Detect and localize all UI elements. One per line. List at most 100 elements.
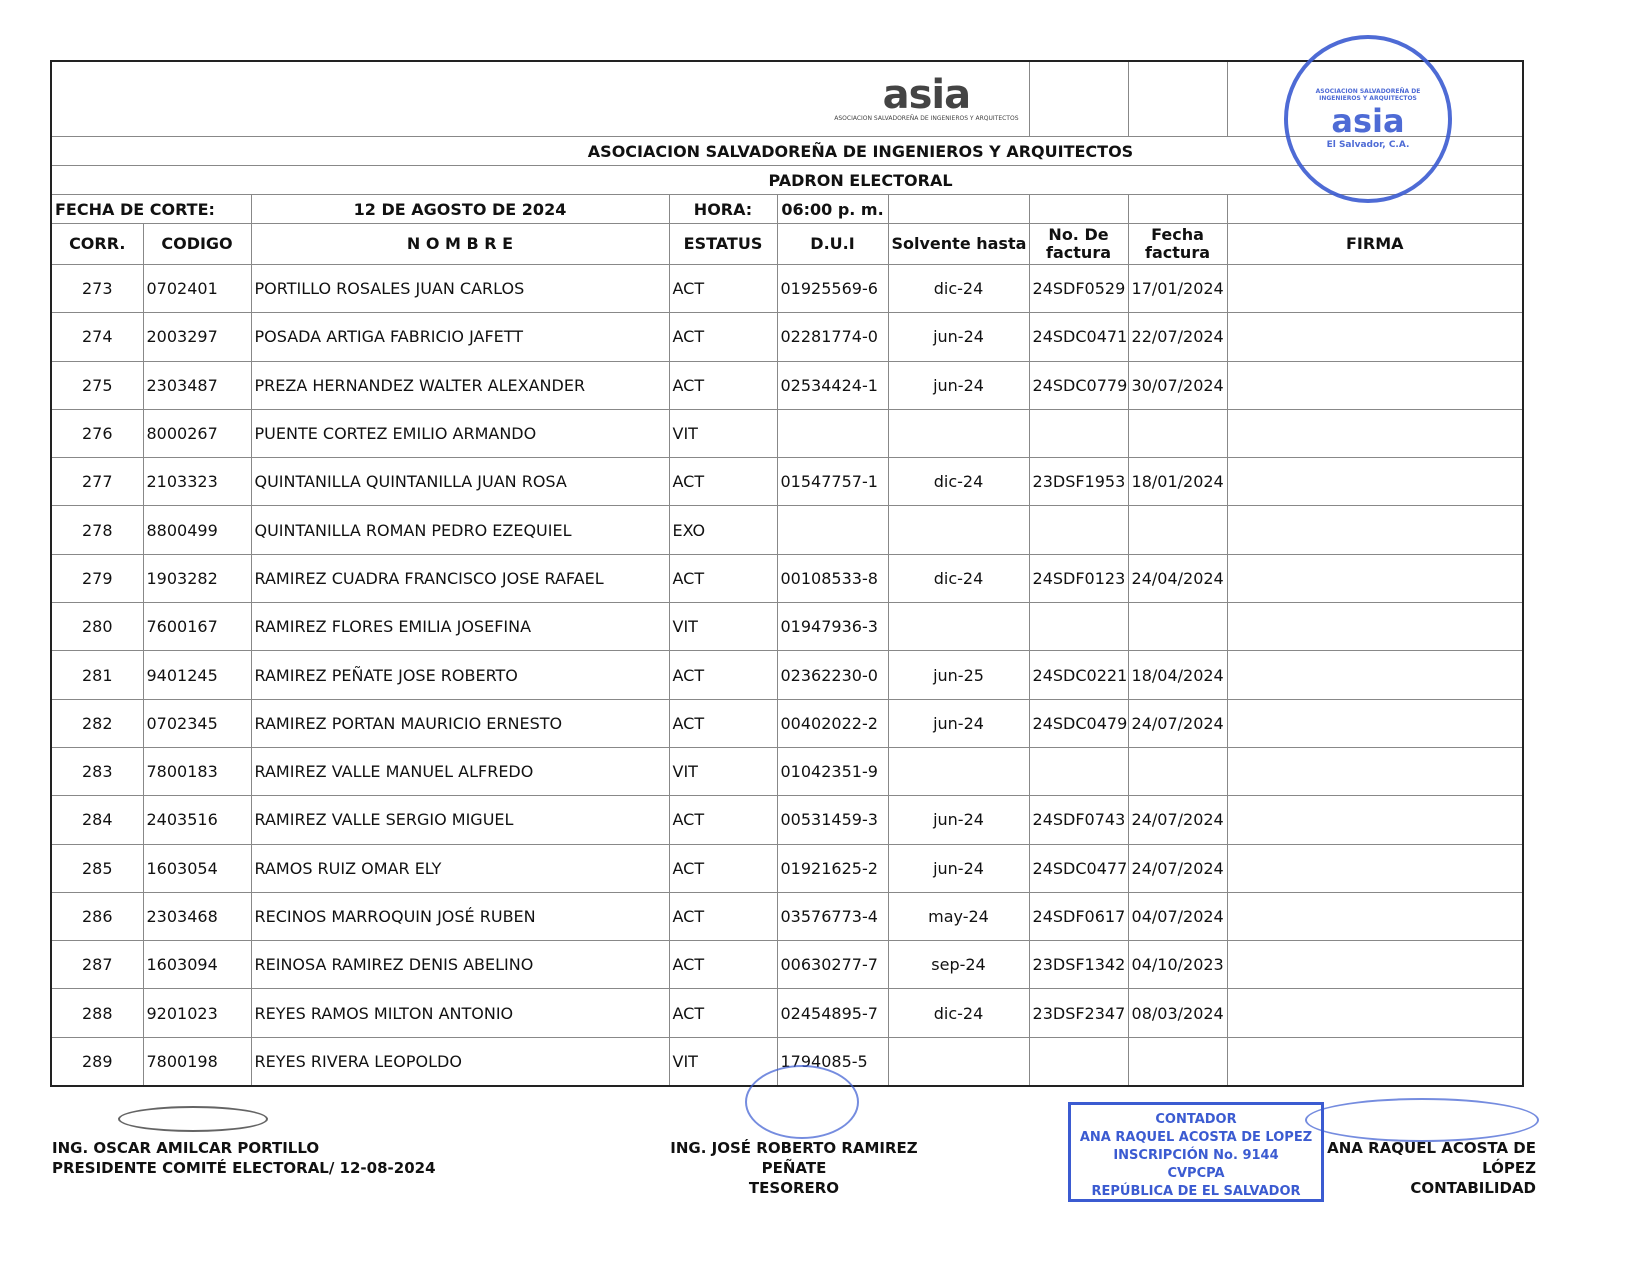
- cell-nombre: RAMIREZ VALLE SERGIO MIGUEL: [250, 795, 670, 845]
- column-header: N O M B R E: [250, 223, 670, 265]
- cell-factura: 24SDF0123: [1028, 553, 1129, 604]
- cell-dui: [776, 408, 889, 459]
- cell-factura: 23DSF1953: [1028, 457, 1129, 507]
- cell-fecha-factura: [1127, 1036, 1228, 1087]
- table-row: 274 2003297 POSADA ARTIGA FABRICIO JAFETT A…: [50, 312, 1524, 362]
- cell-nombre: PREZA HERNANDEZ WALTER ALEXANDER: [250, 360, 670, 410]
- cell-nombre: RAMIREZ PORTAN MAURICIO ERNESTO: [250, 698, 670, 748]
- cell-codigo: 8800499: [142, 505, 252, 555]
- signature-block-treasurer: ING. JOSÉ ROBERTO RAMIREZ PEÑATE TESORERO: [670, 1139, 918, 1197]
- cell-factura: 24SDC0221: [1028, 650, 1129, 700]
- cell-estatus: VIT: [668, 746, 778, 797]
- table-row: 273 0702401 PORTILLO ROSALES JUAN CARLOS AC…: [50, 263, 1524, 314]
- cell-factura: [1028, 1036, 1129, 1087]
- cell-nombre: REINOSA RAMIREZ DENIS ABELINO: [250, 940, 670, 990]
- column-header: FIRMA: [1226, 223, 1524, 265]
- cell-fecha-factura: 08/03/2024: [1127, 988, 1228, 1038]
- table-row: 275 2303487 PREZA HERNANDEZ WALTER ALEXAND…: [50, 360, 1524, 410]
- cell-estatus: VIT: [668, 408, 778, 459]
- cell-solvente: may-24: [887, 891, 1030, 942]
- table-row: 279 1903282 RAMIREZ CUADRA FRANCISCO JOSE …: [50, 553, 1524, 604]
- fecha-corte-label: FECHA DE CORTE:: [50, 194, 252, 224]
- cell-nombre: RAMIREZ VALLE MANUEL ALFREDO: [250, 746, 670, 797]
- cell-solvente: dic-24: [887, 457, 1030, 507]
- cell-fecha-factura: 30/07/2024: [1127, 360, 1228, 410]
- cell-solvente: [887, 1036, 1030, 1087]
- cell-fecha-factura: 22/07/2024: [1127, 312, 1228, 362]
- cell-codigo: 1603054: [142, 843, 252, 893]
- cell-fecha-factura: 24/07/2024: [1127, 843, 1228, 893]
- cell-codigo: 2303487: [142, 360, 252, 410]
- cell-codigo: 9201023: [142, 988, 252, 1038]
- cell-factura: [1028, 505, 1129, 555]
- cell-dui: 02534424-1: [776, 360, 889, 410]
- cell-factura: [1028, 408, 1129, 459]
- cell-factura: 24SDF0743: [1028, 795, 1129, 845]
- cell-factura: 23DSF1342: [1028, 940, 1129, 990]
- cell-fecha-factura: [1127, 505, 1228, 555]
- cell-nombre: REYES RIVERA LEOPOLDO: [250, 1036, 670, 1087]
- cell-nombre: REYES RAMOS MILTON ANTONIO: [250, 988, 670, 1038]
- cell-dui: 00531459-3: [776, 795, 889, 845]
- cell-fecha-factura: [1127, 602, 1228, 652]
- cell-estatus: ACT: [668, 988, 778, 1038]
- cell-codigo: 0702345: [142, 698, 252, 748]
- cell-solvente: jun-24: [887, 360, 1030, 410]
- cell-factura: [1028, 602, 1129, 652]
- cell-dui: 02454895-7: [776, 988, 889, 1038]
- cell-fecha-factura: 04/07/2024: [1127, 891, 1228, 942]
- cell-firma: [1226, 940, 1524, 990]
- table-row: 287 1603094 REINOSA RAMIREZ DENIS ABELINO A…: [50, 940, 1524, 990]
- cell-firma: [1226, 263, 1524, 314]
- cell-solvente: [887, 505, 1030, 555]
- cell-factura: 23DSF2347: [1028, 988, 1129, 1038]
- table-row: 278 8800499 QUINTANILLA ROMAN PEDRO EZEQUI…: [50, 505, 1524, 555]
- cell-corr: 288: [50, 988, 144, 1038]
- cell-solvente: jun-24: [887, 698, 1030, 748]
- table-row: 276 8000267 PUENTE CORTEZ EMILIO ARMANDO VI…: [50, 408, 1524, 459]
- cell-corr: 276: [50, 408, 144, 459]
- cell-corr: 282: [50, 698, 144, 748]
- cell-firma: [1226, 843, 1524, 893]
- cell-firma: [1226, 553, 1524, 604]
- column-header: CODIGO: [142, 223, 252, 265]
- cell-firma: [1226, 408, 1524, 459]
- cell-firma: [1226, 795, 1524, 845]
- cell-estatus: ACT: [668, 360, 778, 410]
- cell-firma: [1226, 988, 1524, 1038]
- cell-estatus: ACT: [668, 457, 778, 507]
- cell-dui: 01547757-1: [776, 457, 889, 507]
- cell-solvente: dic-24: [887, 988, 1030, 1038]
- table-row: 277 2103323 QUINTANILLA QUINTANILLA JUAN R…: [50, 457, 1524, 507]
- table-row: 286 2303468 RECINOS MARROQUIN JOSÉ RUBEN AC…: [50, 891, 1524, 942]
- signature-block-accounting: ANA RAQUEL ACOSTA DE LÓPEZ CONTABILIDAD: [1327, 1139, 1536, 1197]
- cell-fecha-factura: [1127, 746, 1228, 797]
- cell-corr: 281: [50, 650, 144, 700]
- cell-dui: [776, 505, 889, 555]
- column-header: CORR.: [50, 223, 144, 265]
- fecha-corte-value: 12 DE AGOSTO DE 2024: [250, 194, 670, 224]
- table-row: 289 7800198 REYES RIVERA LEOPOLDO VIT 179408…: [50, 1036, 1524, 1087]
- cell-dui: 01921625-2: [776, 843, 889, 893]
- column-header: D.U.I: [776, 223, 889, 265]
- cell-factura: 24SDC0479: [1028, 698, 1129, 748]
- cell-firma: [1226, 1036, 1524, 1087]
- hora-value: 06:00 p. m.: [776, 194, 889, 224]
- table-row: 283 7800183 RAMIREZ VALLE MANUEL ALFREDO VI…: [50, 746, 1524, 797]
- cell-estatus: ACT: [668, 650, 778, 700]
- cell-codigo: 7800183: [142, 746, 252, 797]
- cell-nombre: POSADA ARTIGA FABRICIO JAFETT: [250, 312, 670, 362]
- cell-factura: [1028, 746, 1129, 797]
- cell-corr: 274: [50, 312, 144, 362]
- cell-corr: 286: [50, 891, 144, 942]
- cell-factura: 24SDC0779: [1028, 360, 1129, 410]
- table-row: 281 9401245 RAMIREZ PEÑATE JOSE ROBERTO ACT…: [50, 650, 1524, 700]
- cell-corr: 275: [50, 360, 144, 410]
- cell-dui: 01947936-3: [776, 602, 889, 652]
- column-header: Solvente hasta: [887, 223, 1030, 265]
- cell-codigo: 1903282: [142, 553, 252, 604]
- asia-logo: asia ASOCIACION SALVADOREÑA DE INGENIEROS…: [834, 71, 1019, 122]
- cell-codigo: 2403516: [142, 795, 252, 845]
- cell-firma: [1226, 891, 1524, 942]
- column-header: ESTATUS: [668, 223, 778, 265]
